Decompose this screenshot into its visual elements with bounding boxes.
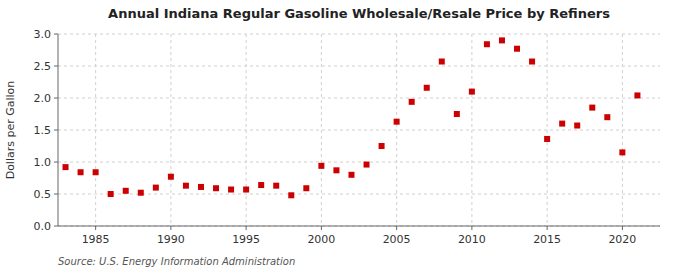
x-grid-line [246, 34, 247, 226]
x-tick-label: 2015 [533, 233, 561, 246]
y-grid-line [58, 34, 660, 35]
point [529, 59, 535, 65]
point [318, 163, 324, 169]
point [78, 169, 84, 175]
point [258, 182, 264, 188]
x-tick-label: 2005 [383, 233, 411, 246]
x-tick-label: 2010 [458, 233, 486, 246]
point [93, 169, 99, 175]
x-grid-line [622, 34, 623, 226]
x-grid-line [396, 34, 397, 226]
chart: Annual Indiana Regular Gasoline Wholesal… [0, 0, 675, 275]
y-grid-line [58, 66, 660, 67]
point [153, 185, 159, 191]
y-grid-line [58, 130, 660, 131]
point [469, 89, 475, 95]
y-tick-label: 3.0 [34, 28, 52, 41]
point [634, 92, 640, 98]
x-tick [547, 226, 548, 230]
x-axis-line [58, 226, 660, 227]
y-tick [54, 98, 58, 99]
y-grid-line [58, 98, 660, 99]
points [63, 37, 641, 198]
x-grid-line [95, 34, 96, 226]
point [364, 162, 370, 168]
point [198, 184, 204, 190]
y-tick [54, 66, 58, 67]
point [108, 191, 114, 197]
x-grid-line [321, 34, 322, 226]
point [559, 121, 565, 127]
point [183, 183, 189, 189]
chart-container: Annual Indiana Regular Gasoline Wholesal… [0, 0, 675, 275]
point [63, 164, 69, 170]
y-tick-label: 0.5 [34, 188, 52, 201]
x-grid-line [547, 34, 548, 226]
y-tick [54, 226, 58, 227]
x-tick-label: 1990 [157, 233, 185, 246]
title: Annual Indiana Regular Gasoline Wholesal… [108, 6, 610, 21]
point [213, 185, 219, 191]
point [484, 41, 490, 47]
x-tick [95, 226, 96, 230]
point [604, 114, 610, 120]
point [379, 143, 385, 149]
point [303, 185, 309, 191]
y-grid-line [58, 194, 660, 195]
point [123, 188, 129, 194]
x-tick [321, 226, 322, 230]
y-tick-label: 0.0 [34, 220, 52, 233]
y-tick-label: 1.0 [34, 156, 52, 169]
y-axis-label: Dollars per Gallon [4, 81, 17, 180]
point [514, 46, 520, 52]
x-tick-label: 1985 [82, 233, 110, 246]
y-tick-label: 2.0 [34, 92, 52, 105]
x-tick [471, 226, 472, 230]
point [273, 183, 279, 189]
source-note: Source: U.S. Energy Information Administ… [58, 256, 295, 267]
x-tick-label: 1995 [232, 233, 260, 246]
point [424, 85, 430, 91]
y-tick-label: 2.5 [34, 60, 52, 73]
point [333, 167, 339, 173]
y-tick-label: 1.5 [34, 124, 52, 137]
point [243, 187, 249, 193]
y-tick [54, 194, 58, 195]
x-tick-label: 2020 [608, 233, 636, 246]
point [409, 99, 415, 105]
point [454, 111, 460, 117]
x-grid-line [471, 34, 472, 226]
point [544, 136, 550, 142]
point [288, 192, 294, 198]
axes: 0.0 0.5 1.0 1.5 2.0 2.5 3.0 1985 1990 1995 2000 200… [34, 28, 661, 246]
grid [58, 34, 660, 226]
y-axis-line [58, 34, 59, 226]
x-tick [622, 226, 623, 230]
y-grid-line [58, 162, 660, 163]
point [439, 59, 445, 65]
point [499, 37, 505, 43]
y-tick [54, 34, 58, 35]
x-tick [246, 226, 247, 230]
point [619, 149, 625, 155]
point [348, 172, 354, 178]
y-grid-line [58, 226, 660, 227]
x-tick-label: 2000 [307, 233, 335, 246]
x-tick [396, 226, 397, 230]
point [574, 123, 580, 129]
point [168, 174, 174, 180]
x-tick [170, 226, 171, 230]
point [138, 190, 144, 196]
y-tick [54, 130, 58, 131]
point [394, 119, 400, 125]
y-tick [54, 162, 58, 163]
x-grid-line [170, 34, 171, 226]
point [589, 105, 595, 111]
point [228, 187, 234, 193]
